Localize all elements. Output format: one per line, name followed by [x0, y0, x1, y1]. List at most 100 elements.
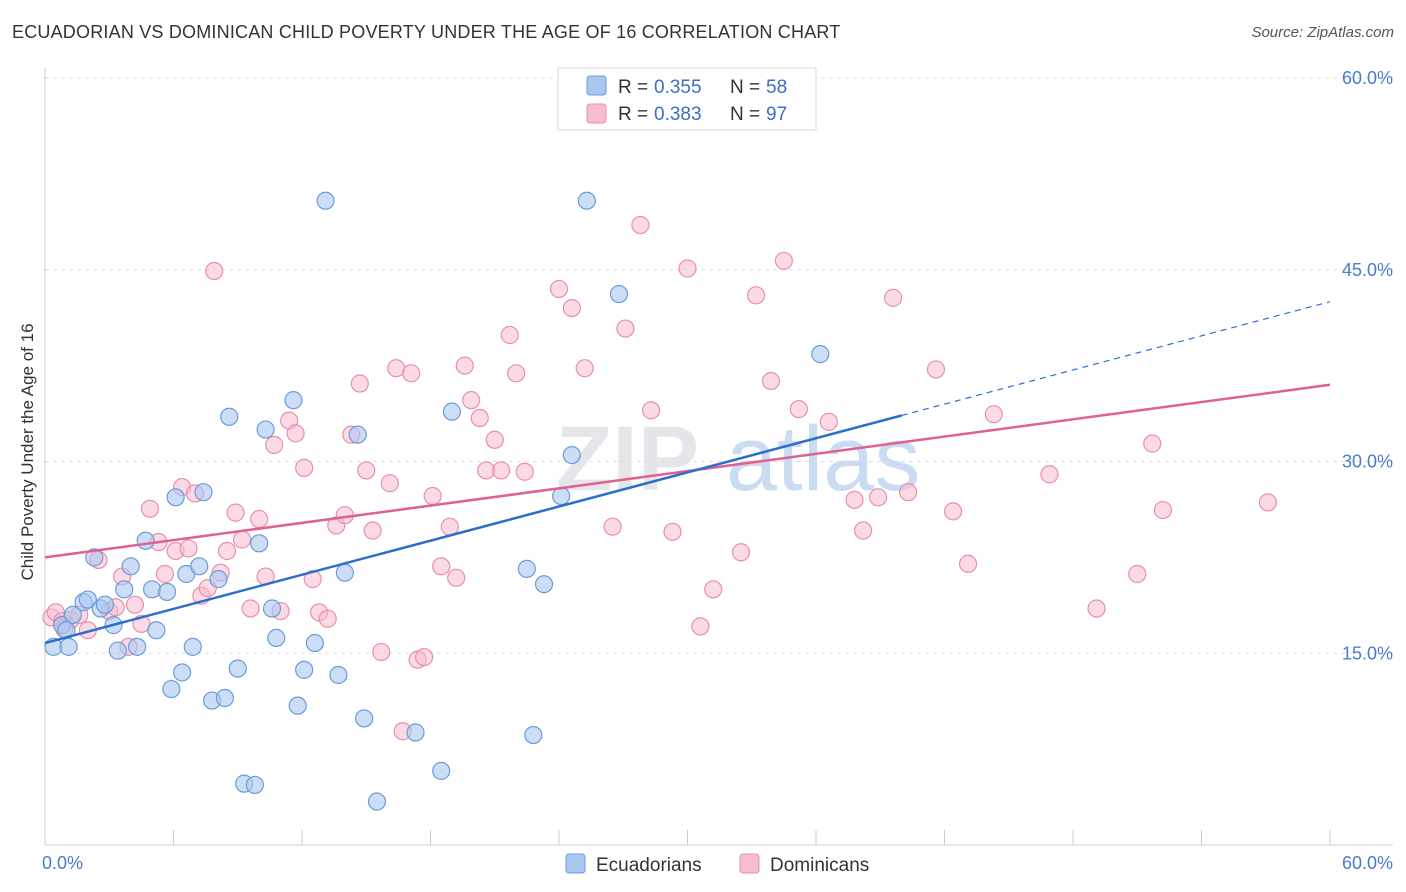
- ecuadorian-point-41: [316, 191, 335, 210]
- ecuadorian-point-38: [288, 696, 307, 715]
- dominican-point-37: [318, 609, 337, 628]
- trend-lines: [44, 301, 1331, 645]
- x-ticks: [44, 830, 1331, 845]
- axes: [44, 68, 1393, 846]
- dominican-point-62: [507, 364, 526, 383]
- dominican-point-18: [179, 539, 198, 558]
- dominican-point-64: [549, 279, 569, 299]
- ecuadorian-trend-extension: [901, 301, 1331, 417]
- ecuadorian-point-12: [115, 580, 134, 599]
- ecuadorian-point-50: [517, 559, 536, 578]
- dominican-point-57: [470, 408, 489, 428]
- dominican-point-88: [958, 554, 978, 573]
- dominican-point-95: [1258, 493, 1277, 512]
- dominican-point-41: [350, 374, 369, 393]
- dominican-point-43: [363, 521, 382, 540]
- bottom-legend-label-ecuadorians: Ecuadorians: [596, 855, 702, 876]
- dominican-point-56: [462, 391, 481, 410]
- dominican-point-69: [631, 215, 650, 235]
- ecuadorian-point-30: [228, 659, 247, 678]
- ecuadorian-point-57: [811, 345, 830, 364]
- ecuadorian-point-3: [59, 637, 78, 656]
- gridlines: [45, 77, 1393, 654]
- ecuadorian-point-9: [95, 595, 115, 614]
- y-tick-label-3: 60.0%: [1342, 68, 1393, 88]
- dominican-point-60: [492, 461, 511, 480]
- ecuadorian-point-45: [355, 709, 374, 728]
- ecuadorian-point-52: [534, 575, 554, 594]
- dominican-point-52: [432, 557, 451, 576]
- dominican-point-71: [663, 522, 682, 541]
- ecuadorian-point-46: [367, 792, 387, 811]
- ecuadorian-point-19: [162, 679, 181, 699]
- dominican-point-13: [140, 499, 160, 518]
- dominican-point-66: [575, 359, 594, 378]
- series-legend: Ecuadorians Dominicans: [565, 853, 869, 876]
- dominican-point-48: [402, 364, 421, 383]
- dominican-point-15: [155, 564, 175, 584]
- ecuadorian-point-44: [348, 425, 367, 444]
- dominican-point-34: [295, 458, 314, 477]
- ecuadorian-point-39: [295, 660, 314, 679]
- bottom-legend-label-dominicans: Dominicans: [770, 855, 869, 876]
- dominican-point-68: [616, 319, 635, 338]
- legend-n-value-ecuadorians: 58: [766, 77, 787, 98]
- ecuadorian-point-49: [442, 402, 462, 421]
- dominican-point-63: [515, 462, 534, 481]
- ecuadorian-point-54: [562, 446, 581, 465]
- ecuadorian-point-27: [209, 570, 228, 589]
- bottom-legend-swatch-ecuadorians: [565, 853, 586, 874]
- stats-legend: R = 0.355 N = 58 R = 0.383 N = 97: [557, 67, 817, 131]
- dominican-point-51: [423, 486, 442, 506]
- ecuadorian-point-36: [267, 628, 286, 648]
- dominican-point-50: [414, 647, 434, 667]
- ecuadorian-point-32: [245, 775, 264, 795]
- dominican-point-24: [217, 541, 237, 561]
- ecuadorian-point-20: [166, 488, 185, 507]
- ecuadorian-point-47: [406, 723, 425, 742]
- ecuadorian-point-11: [108, 641, 127, 660]
- dominican-point-86: [926, 360, 946, 379]
- dominican-point-93: [1143, 434, 1162, 453]
- ecuadorian-point-18: [157, 582, 177, 601]
- ecuadorian-point-7: [85, 548, 104, 567]
- source-credit: Source: ZipAtlas.com: [1251, 24, 1394, 41]
- dominican-point-84: [883, 288, 903, 307]
- ecuadorian-point-28: [215, 688, 234, 708]
- dominican-point-22: [205, 261, 224, 281]
- chart-title: ECUADORIAN VS DOMINICAN CHILD POVERTY UN…: [12, 22, 841, 42]
- dominican-point-25: [226, 503, 245, 522]
- y-tick-label-0: 15.0%: [1342, 643, 1393, 663]
- dominican-point-90: [1040, 465, 1059, 484]
- ecuadorian-point-6: [78, 590, 97, 609]
- dominican-point-54: [447, 568, 466, 587]
- dominican-point-75: [731, 543, 751, 562]
- dominican-point-78: [774, 251, 793, 270]
- dominican-point-27: [241, 599, 260, 618]
- legend-r-value-dominicans: 0.383: [654, 104, 702, 125]
- legend-r-value-ecuadorians: 0.355: [654, 77, 702, 98]
- legend-r-label-dominicans: R =: [618, 104, 648, 125]
- ecuadorian-points: [44, 191, 830, 811]
- x-tick-label-min: 0.0%: [42, 853, 83, 873]
- bottom-legend-swatch-dominicans: [739, 853, 760, 874]
- ecuadorian-point-40: [305, 633, 324, 653]
- dominican-point-89: [984, 405, 1003, 424]
- legend-n-value-dominicans: 97: [766, 104, 787, 125]
- dominican-point-91: [1087, 599, 1106, 618]
- dominican-point-72: [678, 259, 697, 278]
- dominican-point-33: [286, 424, 305, 443]
- dominican-point-28: [250, 509, 269, 529]
- dominican-point-82: [854, 521, 873, 540]
- dominican-point-77: [761, 371, 781, 391]
- ecuadorian-point-14: [127, 637, 147, 656]
- dominican-point-79: [789, 399, 808, 419]
- ecuadorian-point-43: [335, 563, 354, 582]
- legend-n-label-dominicans: N =: [730, 104, 760, 125]
- ecuadorian-point-48: [432, 761, 451, 780]
- ecuadorian-point-17: [147, 621, 166, 640]
- dominican-point-61: [500, 325, 519, 345]
- dominican-point-35: [303, 570, 322, 589]
- dominican-point-76: [746, 286, 766, 305]
